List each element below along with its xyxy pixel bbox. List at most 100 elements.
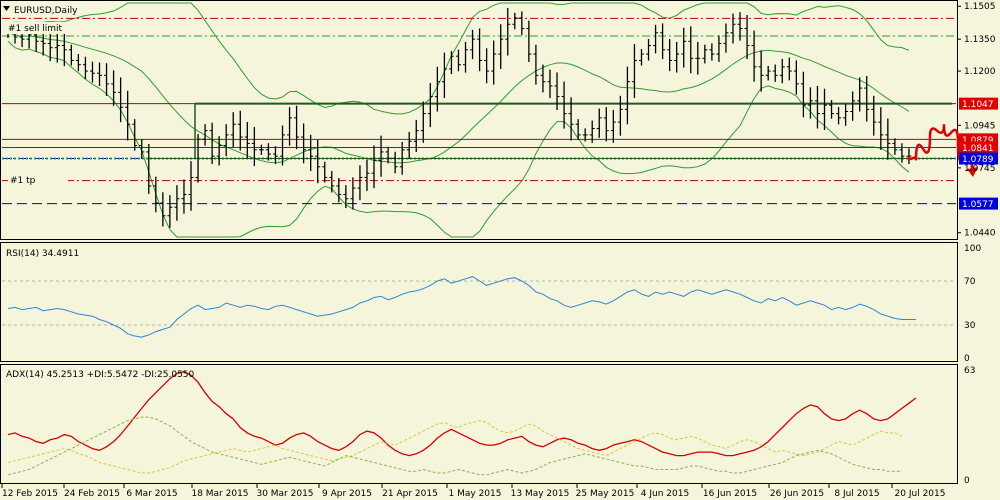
ohlc-bar [202,124,208,146]
tp-order-label[interactable]: #1 tp [8,174,68,186]
price-tag-label: 1.1047 [962,100,994,110]
price-tick-label: 1.0440 [964,229,996,239]
ohlc-bar [807,87,813,119]
ohlc-bar [111,70,117,106]
ohlc-bar [167,195,173,228]
ohlc-bar [491,40,497,85]
ohlc-bar [441,52,447,99]
adx-line [7,371,917,457]
ohlc-bar [892,138,898,155]
ohlc-bar [857,77,863,112]
ohlc-bar [392,151,398,174]
ohlc-bar [308,134,314,172]
adx-panel[interactable] [0,364,958,484]
rsi-tick-label: 70 [964,277,976,287]
ohlc-bar [695,41,701,75]
ohlc-bar [47,29,53,62]
ohlc-bar [216,136,222,166]
price-tick-label: 1.0745 [964,164,996,174]
ohlc-bar [54,30,60,63]
date-tick-label: 9 Apr 2015 [322,489,372,499]
adx-layer [7,371,917,476]
ohlc-bar [139,139,145,159]
ohlc-bar [378,135,384,177]
ohlc-bar [814,85,820,129]
ohlc-bar [512,12,518,30]
ohlc-bar [653,24,659,54]
price-tag-box [959,97,998,110]
ohlc-bar [294,105,300,150]
ohlc-bar [638,48,644,66]
ohlc-bar [251,127,257,167]
ohlc-bar [568,97,574,141]
ohlc-bar [561,81,567,129]
projection-curve [907,124,974,172]
ohlc-bar [427,83,433,128]
ohlc-bar [272,146,278,165]
svg-text:#1 tp: #1 tp [10,176,36,186]
bollinger-upper-band [7,2,910,115]
date-tick-label: 20 Jul 2015 [895,489,946,499]
ohlc-bar [864,75,870,122]
ohlc-bar [75,53,81,72]
collapse-triangle-icon[interactable] [3,6,10,11]
ohlc-bar [821,88,827,130]
date-tick-label: 24 Feb 2015 [64,489,120,499]
ohlc-bar [68,44,74,66]
rsi-tick-label: 0 [964,354,970,364]
ohlc-bar [829,100,835,119]
adx-title: ADX(14) 45.2513 +DI:5.5472 -DI:25.0550 [6,370,195,380]
ohlc-bar [871,95,877,136]
rsi-title: RSI(14) 34.4911 [6,249,79,259]
ohlc-bar [554,72,560,111]
price-tag-label: 1.0577 [962,200,994,210]
price-tag-box [959,197,998,210]
ohlc-bar [610,110,616,143]
ohlc-bar [448,51,454,75]
sell-limit-order-label[interactable]: #1 sell limit [4,22,114,34]
ohlc-bar [744,14,750,60]
rsi-tick-label: 100 [964,244,981,254]
ohlc-bar [287,107,293,146]
ohlc-bar [575,119,581,140]
ohlc-bar [343,185,349,209]
ohlc-bar [596,108,602,138]
ohlc-bar [899,143,905,163]
ohlc-bar [209,122,215,165]
ohlc-bar [723,23,729,53]
ohlc-bar [181,179,187,214]
price-tag-box [959,152,998,165]
ohlc-bar [188,161,194,211]
ohlc-bar [484,48,490,84]
ohlc-bar [751,30,757,82]
price-tag-box [959,141,998,154]
ohlc-bar [582,128,588,142]
ohlc-bar [132,119,138,151]
ohlc-bar [547,69,553,99]
ohlc-bar [385,146,391,164]
ohlc-bar [244,122,250,159]
ohlc-bar [146,143,152,194]
price-layer [2,2,978,238]
ohlc-bar [758,50,764,92]
ohlc-bar [709,43,715,61]
bollinger-lower-band [7,40,910,238]
ohlc-bar [315,139,321,184]
ohlc-bar [470,29,476,60]
ohlc-bar [526,20,532,62]
ohlc-bar [793,60,799,95]
ohlc-bar [878,107,884,150]
ohlc-bar [174,185,180,221]
ohlc-bar [357,165,363,201]
ohlc-bar [336,178,342,203]
ohlc-bar [322,161,328,183]
rsi-panel[interactable] [0,242,958,362]
date-tick-label: 13 May 2015 [511,489,570,499]
ohlc-bar [463,41,469,73]
symbol-title: EURUSD,Daily [14,6,78,16]
date-tick-label: 8 Jul 2015 [834,489,879,499]
ohlc-bar [737,12,743,41]
date-tick-label: 12 Feb 2015 [2,489,58,499]
